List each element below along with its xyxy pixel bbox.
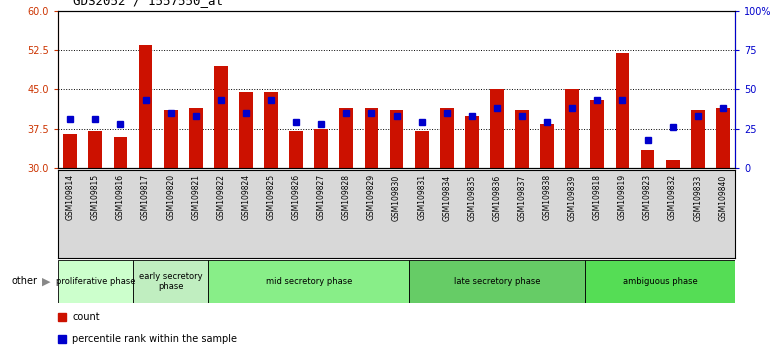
Bar [390,110,403,168]
Bar [209,260,409,303]
Bar [364,108,378,168]
Bar [615,53,629,168]
Text: GSM109833: GSM109833 [693,174,702,221]
Text: GSM109823: GSM109823 [643,174,652,221]
Text: other: other [12,276,38,286]
Text: GSM109821: GSM109821 [191,174,200,220]
Text: proliferative phase: proliferative phase [55,277,136,286]
Text: GSM109827: GSM109827 [316,174,326,221]
Bar [239,92,253,168]
Bar [591,100,604,168]
Text: GSM109838: GSM109838 [543,174,551,221]
Text: ▶: ▶ [42,276,51,286]
Text: GSM109816: GSM109816 [116,174,125,221]
Bar [565,89,579,168]
Text: GSM109817: GSM109817 [141,174,150,221]
Text: percentile rank within the sample: percentile rank within the sample [72,334,237,344]
Bar [541,124,554,168]
Bar [214,66,228,168]
Bar [716,108,730,168]
Text: GSM109828: GSM109828 [342,174,351,220]
Bar [691,110,705,168]
Bar [340,108,353,168]
Bar [666,160,679,168]
Bar [515,110,529,168]
Text: GSM109829: GSM109829 [367,174,376,221]
Bar [63,134,77,168]
Bar [114,137,127,168]
Text: GSM109834: GSM109834 [442,174,451,221]
Bar [290,131,303,168]
Text: GSM109824: GSM109824 [242,174,250,221]
Bar [314,129,328,168]
Text: GSM109832: GSM109832 [668,174,677,221]
Text: GSM109830: GSM109830 [392,174,401,221]
Text: GSM109835: GSM109835 [467,174,477,221]
Text: early secretory
phase: early secretory phase [139,272,203,291]
Bar [133,260,209,303]
Bar [409,260,584,303]
Text: count: count [72,312,100,322]
Text: GSM109836: GSM109836 [493,174,501,221]
Text: GSM109819: GSM109819 [618,174,627,221]
Text: GSM109831: GSM109831 [417,174,426,221]
Bar [490,89,504,168]
Text: GSM109825: GSM109825 [266,174,276,221]
Bar [58,260,133,303]
Text: GSM109822: GSM109822 [216,174,226,220]
Bar [264,92,278,168]
Text: GSM109837: GSM109837 [517,174,527,221]
Text: late secretory phase: late secretory phase [454,277,541,286]
Text: GSM109840: GSM109840 [718,174,728,221]
Bar [139,45,152,168]
Text: GSM109826: GSM109826 [292,174,300,221]
Bar [584,260,735,303]
Text: mid secretory phase: mid secretory phase [266,277,352,286]
Bar [465,116,479,168]
Text: ambiguous phase: ambiguous phase [623,277,698,286]
Text: GSM109839: GSM109839 [567,174,577,221]
Bar [415,131,429,168]
Text: GDS2052 / 1557550_at: GDS2052 / 1557550_at [73,0,223,7]
Bar [164,110,178,168]
Bar [189,108,203,168]
Text: GSM109815: GSM109815 [91,174,100,221]
Text: GSM109814: GSM109814 [65,174,75,221]
Text: GSM109820: GSM109820 [166,174,176,221]
Text: GSM109818: GSM109818 [593,174,602,220]
Bar [89,131,102,168]
Bar [641,150,654,168]
Bar [440,108,454,168]
